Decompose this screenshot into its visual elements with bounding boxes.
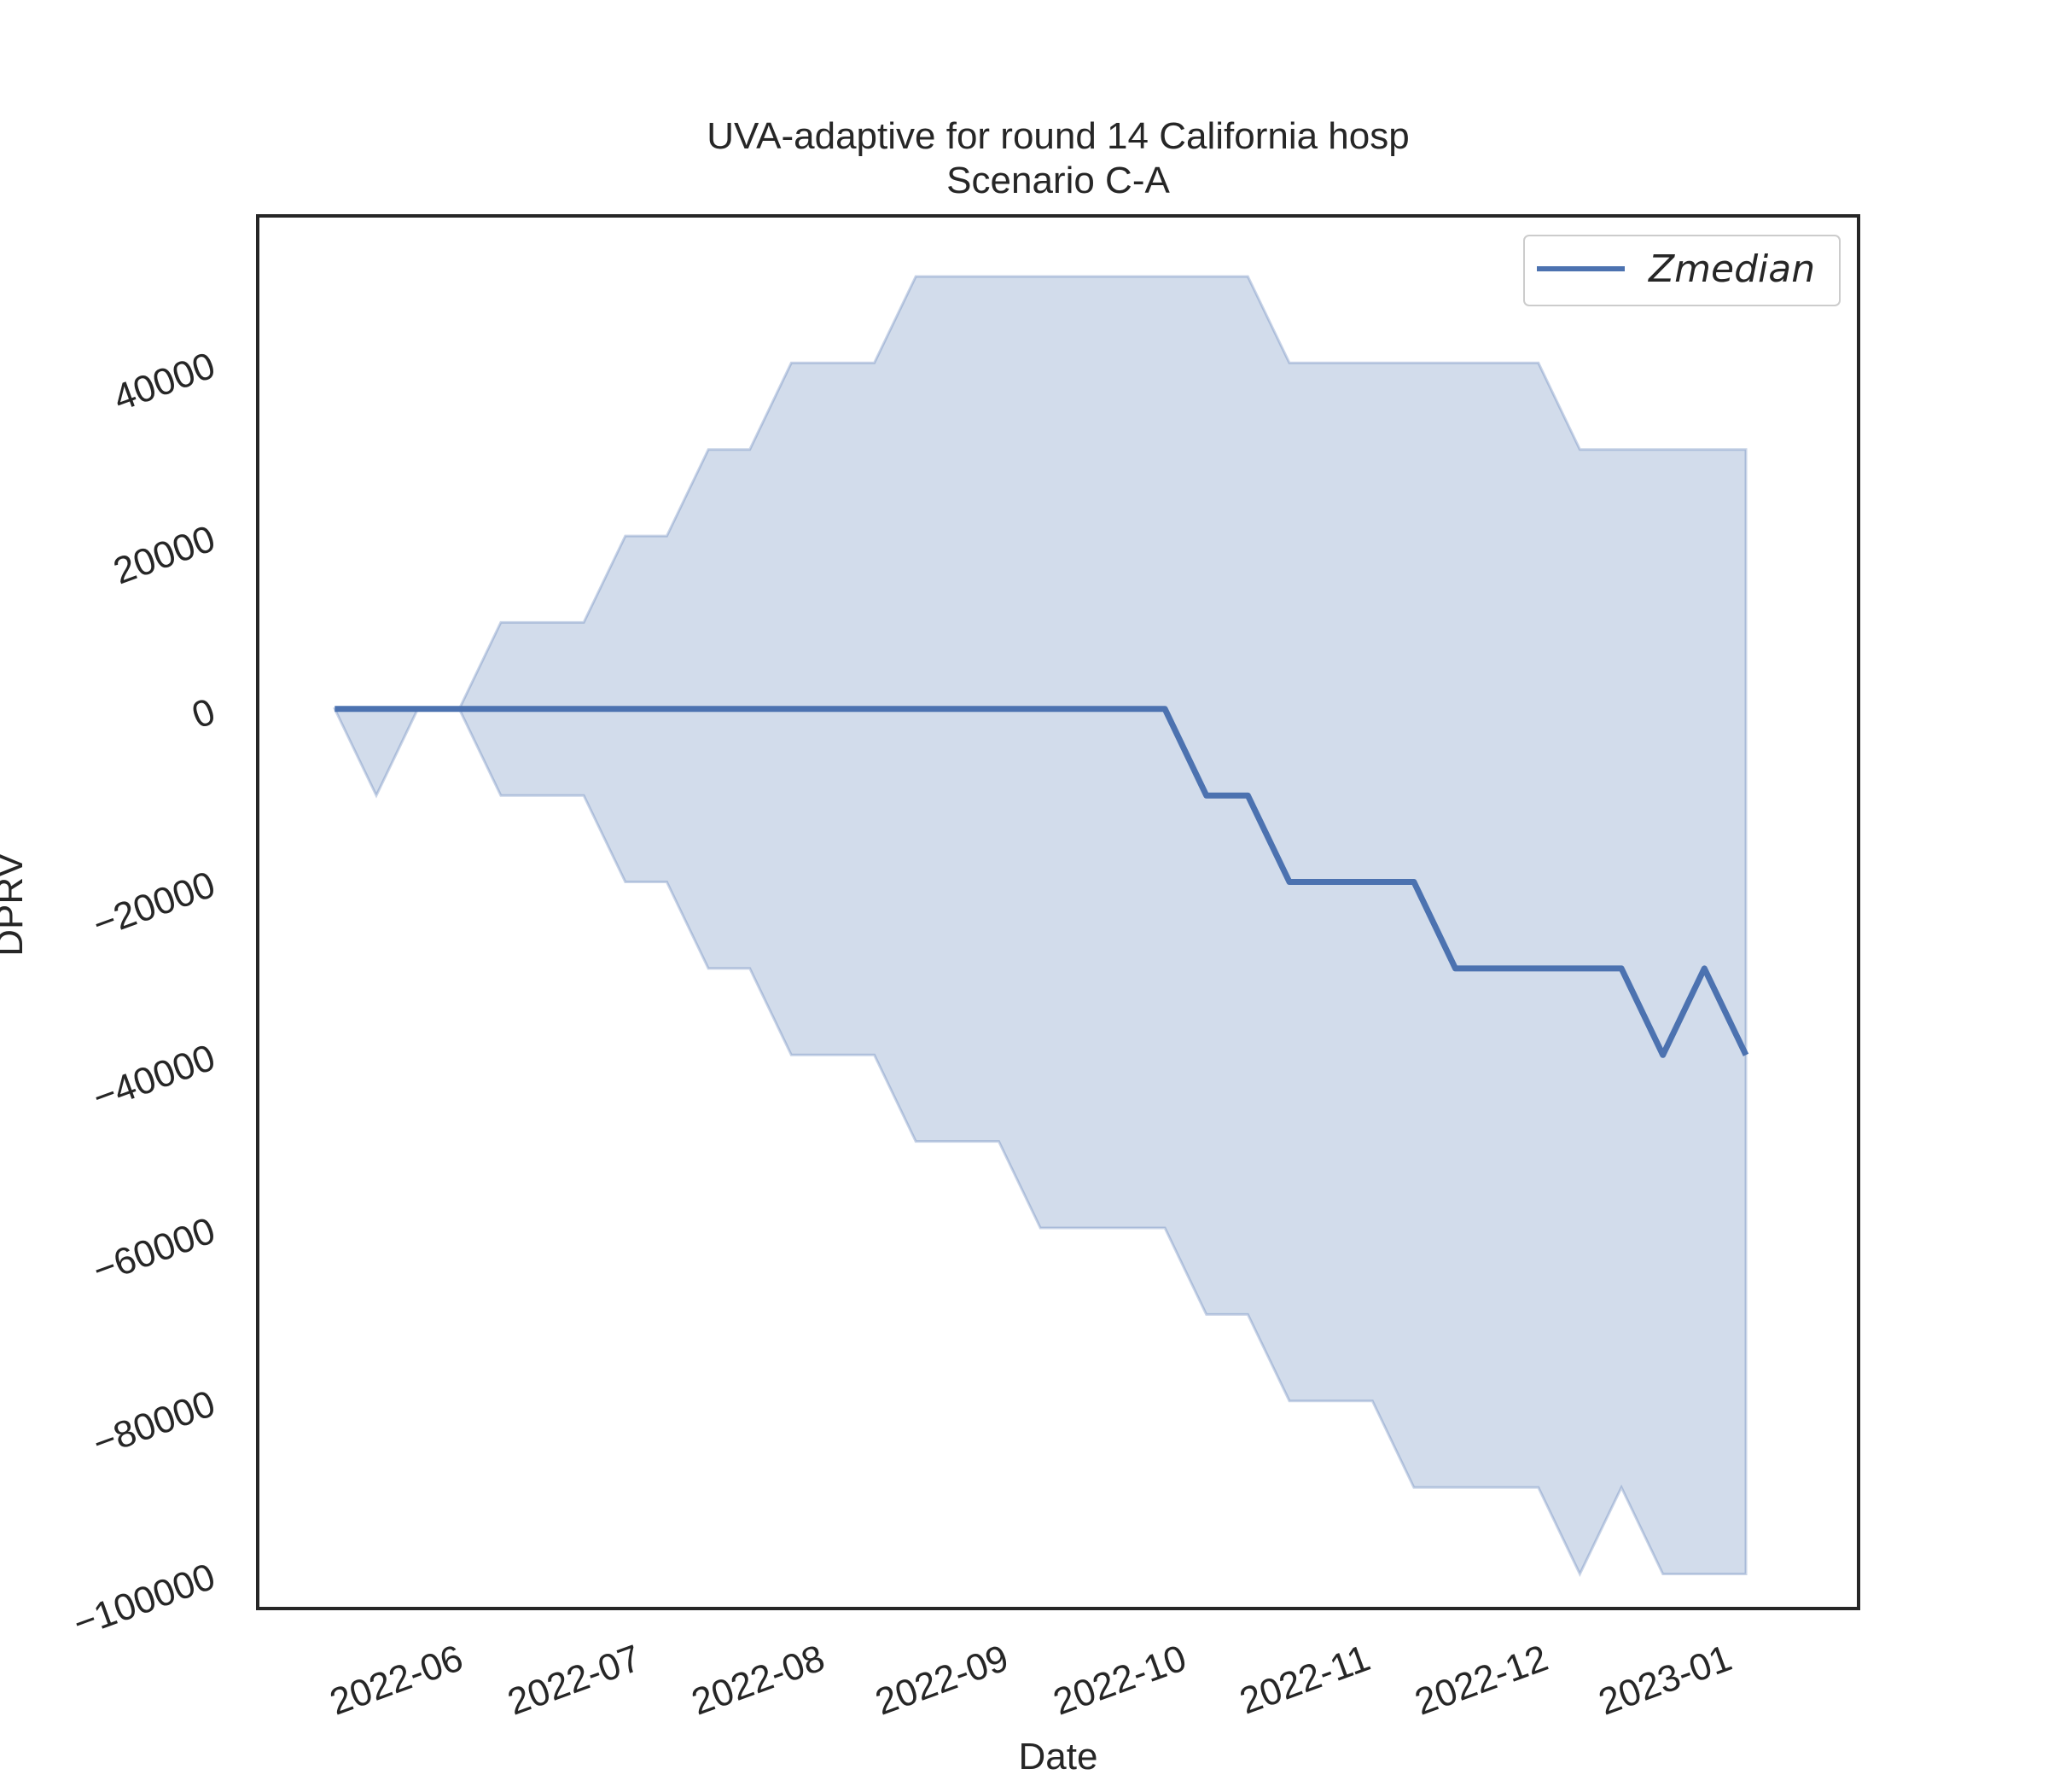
x-tick-label: 2022-11 [1234,1637,1375,1722]
legend-box [1523,235,1841,306]
y-tick-label: −100000 [68,1556,221,1645]
y-tick-label: 0 [187,690,221,736]
x-tick-label: 2022-06 [324,1637,468,1723]
x-tick-label: 2022-07 [503,1637,647,1723]
chart-subtitle: Scenario C-A [946,160,1170,201]
x-tick-label: 2022-12 [1410,1637,1554,1723]
y-tick-label: −60000 [88,1209,221,1292]
y-tick-label: −80000 [88,1382,221,1465]
series-line-zmedian [335,706,1749,1058]
legend: Zmedian [1523,235,1841,306]
legend-label: Zmedian [1648,247,1815,291]
x-tick-label: 2022-08 [686,1637,830,1723]
y-axis-ticks: −100000 −80000 −60000 −40000 −20000 0 20000 400… [68,345,221,1645]
y-tick-label: 40000 [108,345,221,420]
x-axis-label: Date [1019,1736,1098,1777]
plot-area [332,275,1749,1577]
x-tick-label: 2023-01 [1593,1637,1737,1723]
uncertainty-band [332,275,1748,1577]
x-tick-label: 2022-10 [1048,1637,1192,1723]
y-tick-label: −40000 [88,1037,221,1120]
y-axis-label: DPRV [0,852,31,957]
y-tick-label: 20000 [108,517,221,592]
x-tick-label: 2022-09 [870,1637,1015,1723]
x-axis-ticks: 2022-06 2022-07 2022-08 2022-09 2022-10 2022-… [324,1637,1737,1723]
plot-frame [256,214,1860,1610]
chart-title: UVA-adaptive for round 14 California hos… [707,115,1409,157]
y-tick-label: −20000 [88,864,221,946]
